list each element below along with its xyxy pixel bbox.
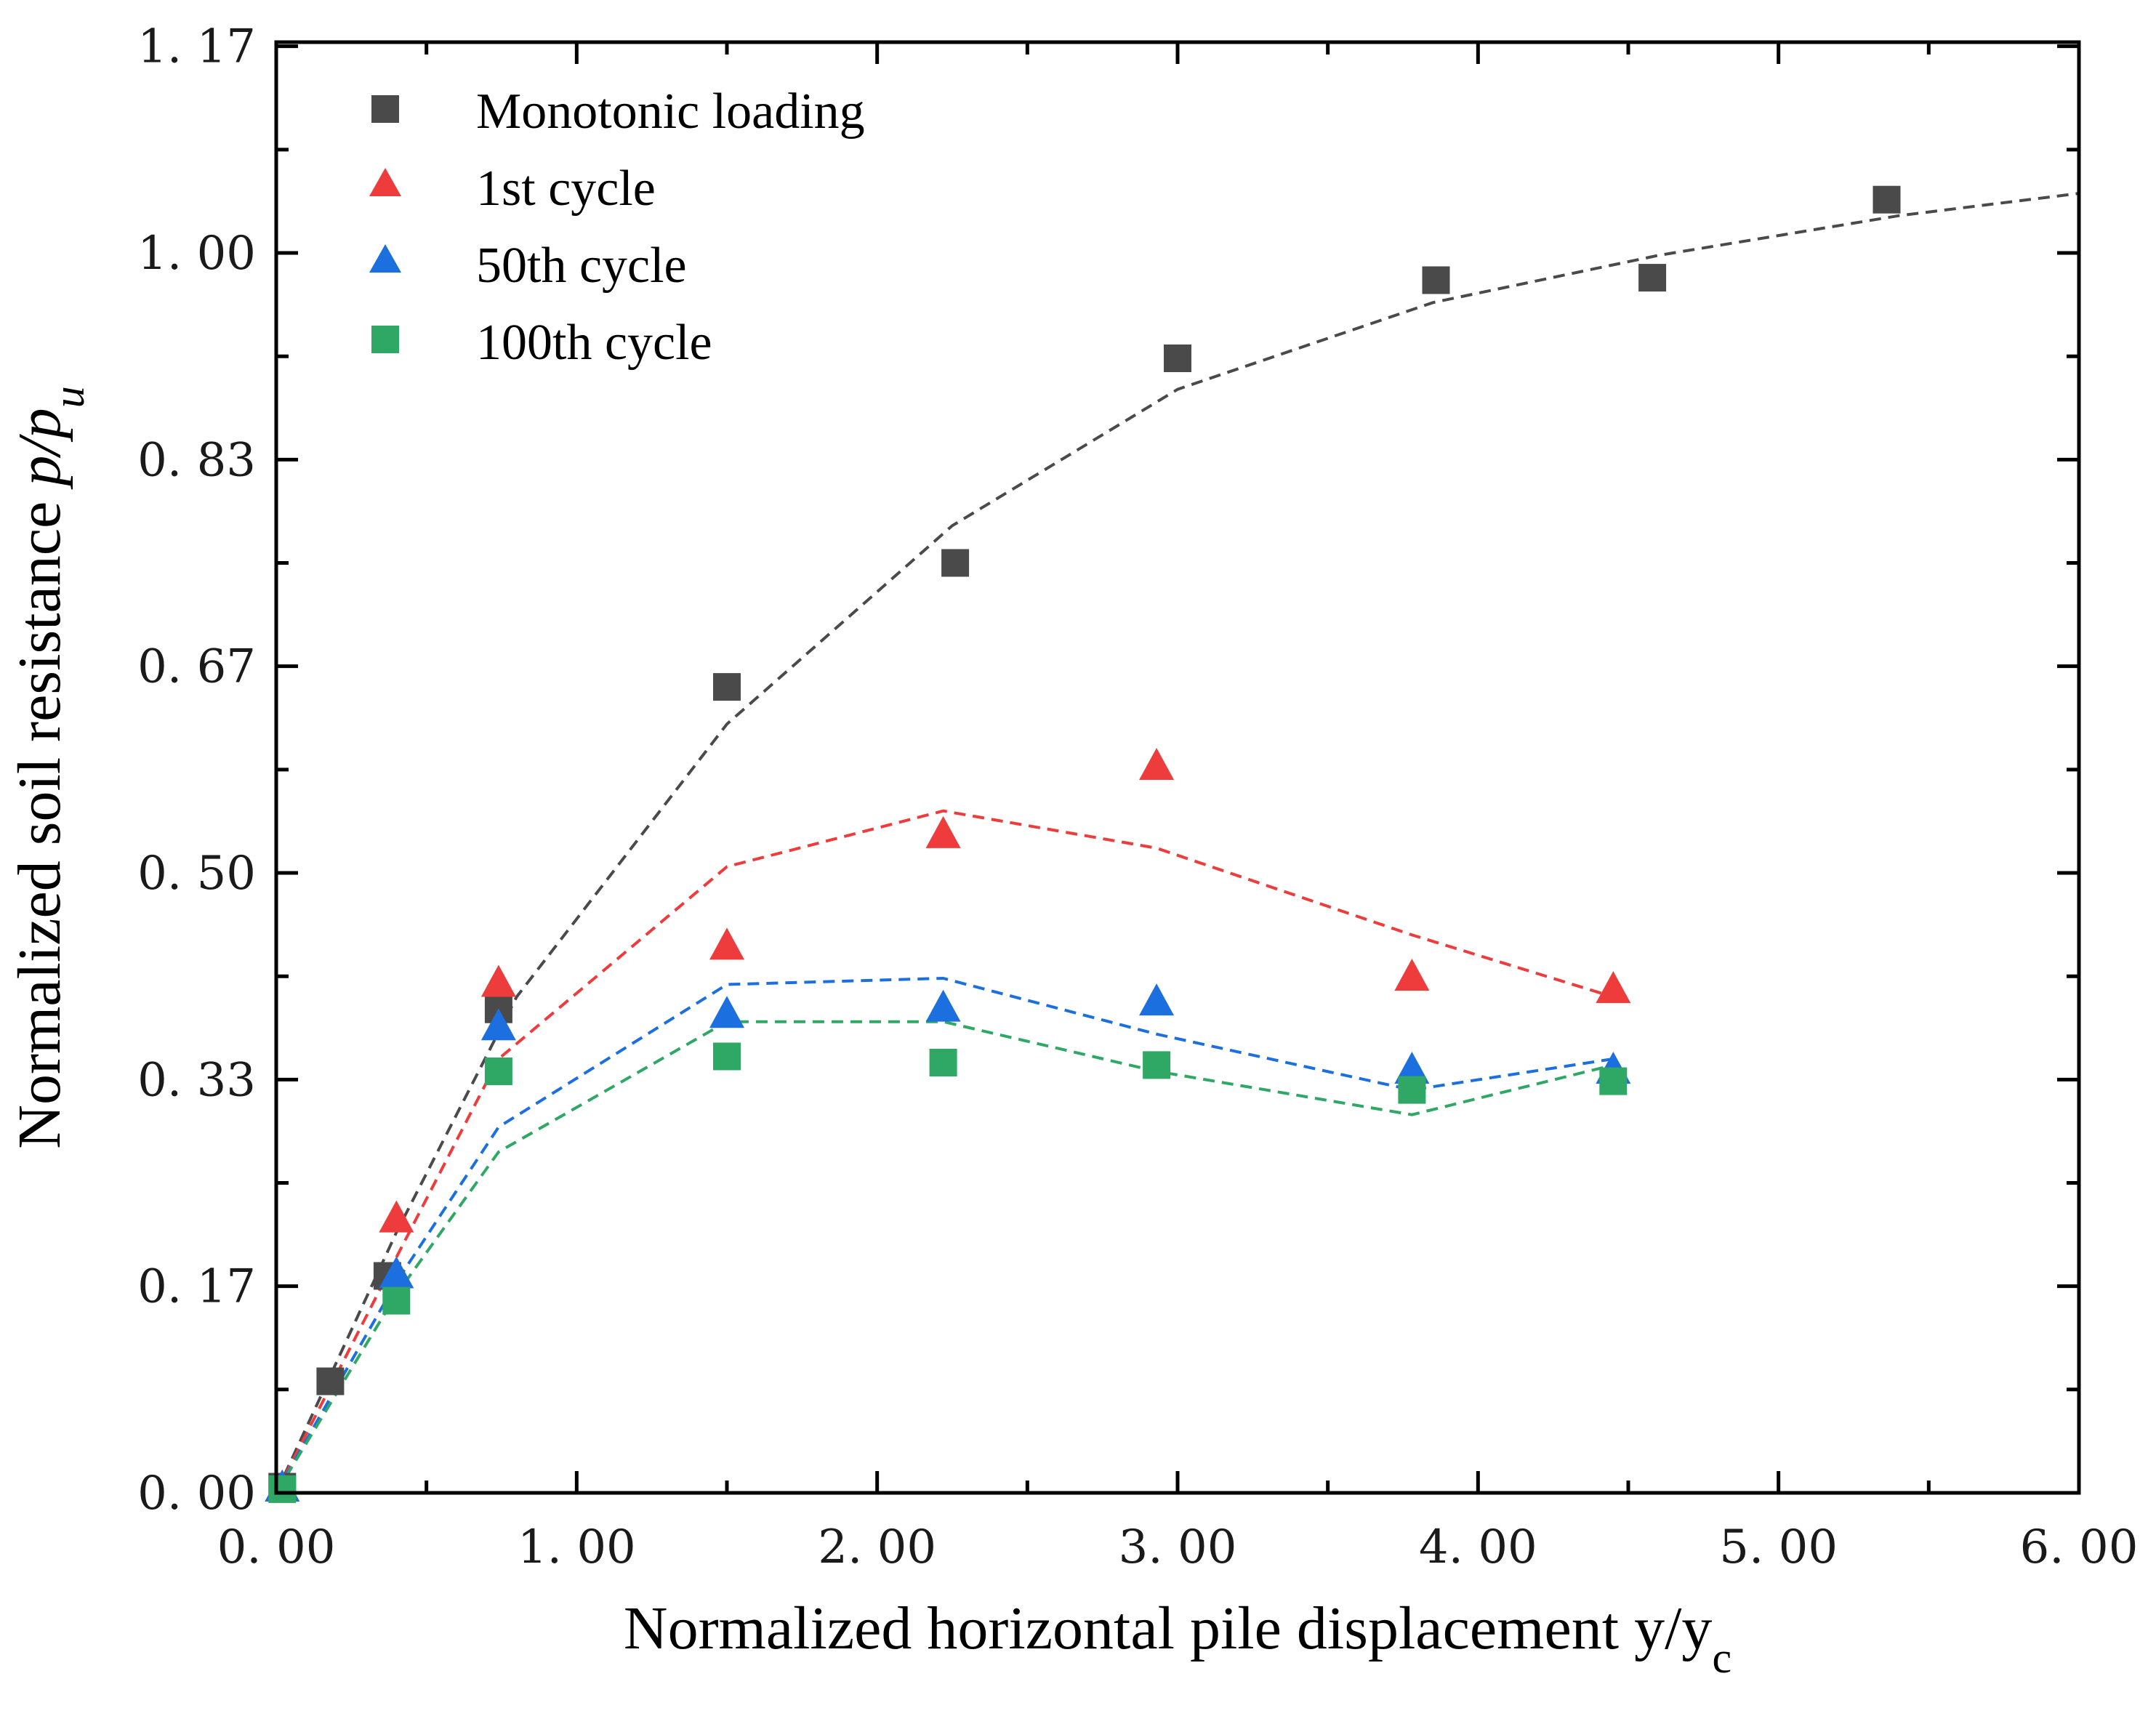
data-point-series-0 (316, 1367, 345, 1395)
y-axis: 0. 00 0. 17 0. 33 0. 50 0. 67 0. 83 1. 00 1. 17 (137, 20, 2079, 1520)
data-point-series-3 (268, 1475, 297, 1503)
data-point-series-3 (484, 1058, 512, 1085)
legend-label-1st-cycle: 1st cycle (476, 161, 656, 217)
legend-marker-triangle-blue (369, 244, 401, 273)
data-point-series-0 (1873, 185, 1901, 214)
data-point-series-2 (1139, 983, 1175, 1016)
data-point-series-2 (480, 1008, 516, 1041)
data-point-series-3 (713, 1042, 741, 1071)
data-point-series-0 (713, 673, 741, 701)
legend-label-50th-cycle: 50th cycle (476, 238, 687, 294)
x-axis: 0. 00 1. 00 2. 00 3. 00 4. 00 5. 00 6. 00 (217, 42, 2139, 1574)
data-point-series-1 (1139, 748, 1175, 780)
x-tick-label: 3. 00 (1119, 1520, 1237, 1574)
data-point-series-2 (1394, 1051, 1430, 1084)
data-point-series-0 (1164, 345, 1191, 372)
y-tick-label: 1. 00 (137, 227, 256, 281)
data-point-series-3 (1143, 1051, 1171, 1079)
data-point-series-1 (379, 1200, 414, 1233)
legend-item-1st-cycle: 1st cycle (369, 161, 656, 217)
data-point-series-2 (379, 1256, 414, 1289)
legend-item-monotonic: Monotonic loading (371, 84, 865, 140)
legend-marker-square-dark (371, 95, 399, 123)
y-tick-label: 0. 50 (137, 847, 256, 901)
data-point-series-3 (382, 1286, 411, 1315)
y-tick-label: 0. 67 (137, 640, 256, 694)
fit-line-series-1 (275, 809, 1614, 1494)
data-point-series-1 (709, 927, 744, 960)
legend: Monotonic loading 1st cycle 50th cycle 1… (369, 84, 865, 371)
x-tick-label: 5. 00 (1719, 1520, 1838, 1574)
y-tick-label: 1. 17 (137, 20, 256, 74)
legend-item-100th-cycle: 100th cycle (371, 315, 712, 371)
legend-marker-square-green (371, 326, 399, 353)
x-tick-label: 0. 00 (217, 1520, 336, 1574)
data-point-series-1 (1596, 971, 1631, 1004)
data-point-series-1 (1394, 959, 1430, 991)
x-tick-label: 4. 00 (1419, 1520, 1537, 1574)
x-tick-label: 2. 00 (818, 1520, 936, 1574)
data-point-series-3 (929, 1049, 957, 1076)
data-point-series-1 (480, 964, 516, 997)
data-point-series-3 (1398, 1076, 1426, 1104)
data-point-series-2 (925, 989, 961, 1022)
fit-line-series-2 (275, 976, 1614, 1494)
data-point-series-0 (1422, 266, 1450, 294)
data-point-series-0 (941, 549, 970, 577)
x-tick-label: 6. 00 (2020, 1520, 2139, 1574)
x-axis-title: Normalized horizontal pile displacement … (624, 1595, 1731, 1682)
legend-marker-triangle-red (369, 168, 401, 196)
data-point-series-1 (925, 815, 961, 848)
y-tick-label: 0. 33 (137, 1053, 256, 1107)
legend-label-100th-cycle: 100th cycle (476, 315, 712, 371)
fit-line-series-3 (275, 1020, 1614, 1494)
legend-label-monotonic: Monotonic loading (476, 84, 865, 140)
y-tick-label: 0. 17 (137, 1260, 256, 1314)
x-tick-label: 1. 00 (518, 1520, 636, 1574)
data-point-series-3 (1599, 1067, 1628, 1095)
fit-line-series-0 (275, 192, 2080, 1494)
plot-content (265, 185, 2080, 1503)
y-tick-label: 0. 83 (137, 433, 256, 487)
legend-item-50th-cycle: 50th cycle (369, 238, 687, 294)
data-point-series-2 (709, 996, 744, 1028)
y-tick-label: 0. 00 (137, 1467, 256, 1520)
y-axis-title: Normalized soil resistance p/pu (6, 386, 93, 1148)
data-point-series-0 (1638, 264, 1667, 292)
